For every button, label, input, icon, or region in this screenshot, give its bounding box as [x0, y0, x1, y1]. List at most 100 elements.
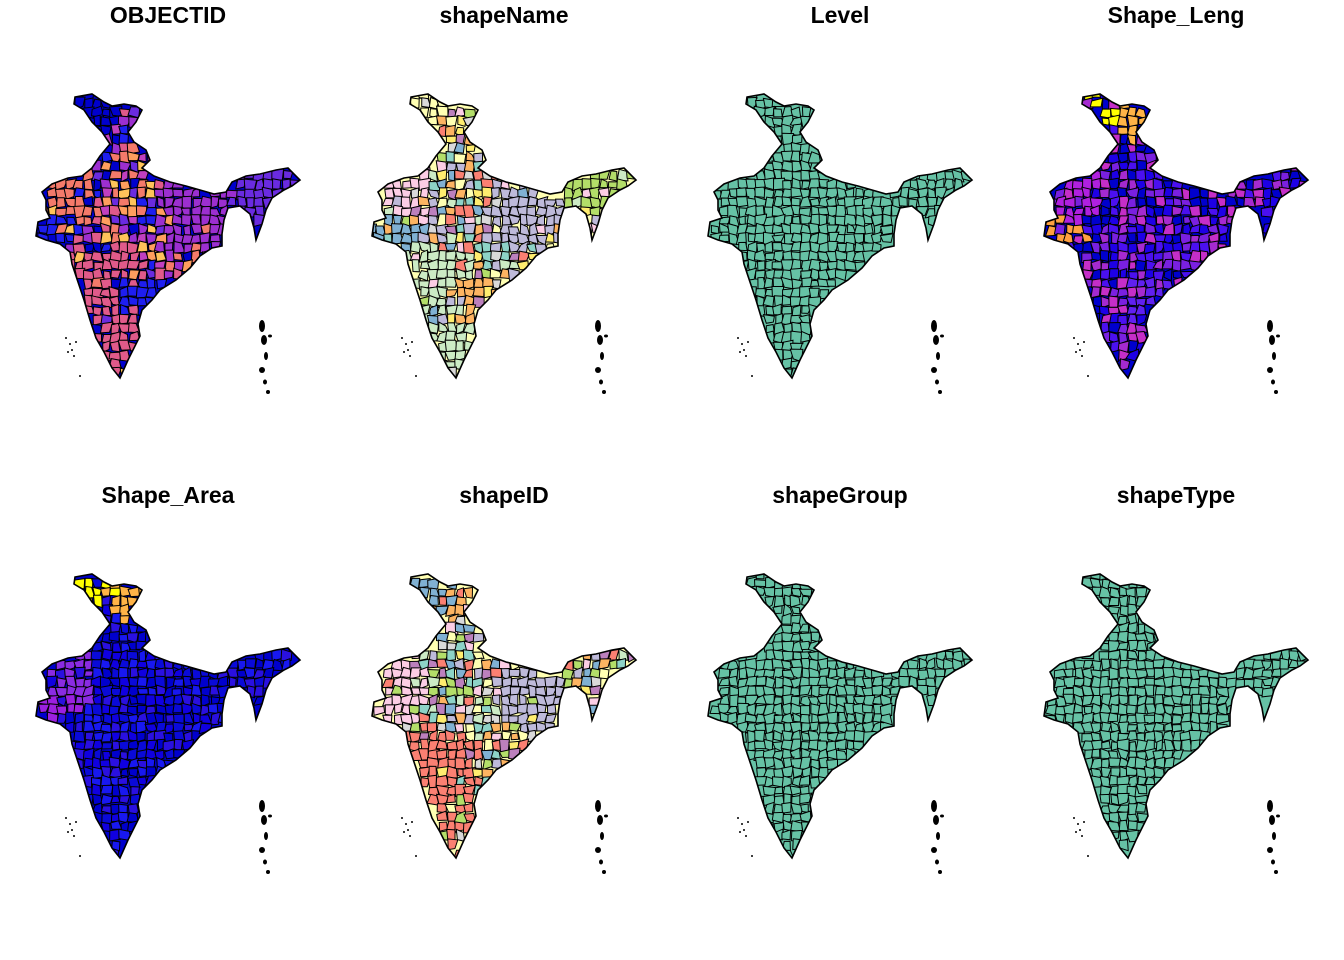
- lakshadweep-island: [743, 349, 745, 351]
- district-polygon: [510, 732, 520, 741]
- district-polygon: [118, 313, 130, 325]
- district-polygon: [136, 731, 146, 743]
- district-polygon: [500, 684, 512, 698]
- district-polygon: [437, 639, 448, 651]
- district-polygon: [580, 675, 593, 688]
- district-polygon: [799, 321, 813, 336]
- district-polygon: [1089, 97, 1104, 108]
- district-polygon: [717, 677, 731, 687]
- district-polygon: [1215, 695, 1230, 706]
- district-polygon: [409, 667, 422, 680]
- district-polygon: [852, 250, 866, 262]
- district-polygon: [99, 784, 114, 795]
- andaman-island: [940, 334, 944, 338]
- district-polygon: [181, 214, 192, 227]
- district-polygon: [136, 676, 148, 688]
- andaman-island: [1267, 320, 1273, 332]
- andaman-island: [604, 814, 608, 818]
- andaman-island: [266, 390, 270, 394]
- district-polygon: [1108, 811, 1120, 825]
- district-polygon: [153, 240, 166, 255]
- district-polygon: [138, 648, 147, 663]
- district-polygon: [1126, 724, 1139, 732]
- district-polygon: [137, 152, 147, 163]
- district-polygon: [1101, 117, 1111, 126]
- district-polygon: [463, 640, 475, 653]
- district-polygon: [445, 231, 458, 245]
- district-polygon: [1225, 677, 1238, 689]
- district-polygon: [1215, 714, 1230, 725]
- district-polygon: [73, 666, 86, 679]
- district-polygon: [454, 757, 467, 770]
- district-polygon: [535, 711, 549, 723]
- district-polygon: [952, 650, 964, 662]
- andaman-island: [602, 390, 606, 394]
- district-polygon: [862, 213, 874, 225]
- district-polygon: [1270, 668, 1282, 677]
- district-polygon: [773, 108, 783, 118]
- district-polygon: [764, 240, 774, 253]
- district-polygon: [110, 795, 121, 804]
- lakshadweep-island: [403, 351, 405, 353]
- district-polygon: [825, 279, 837, 287]
- district-polygon: [93, 114, 101, 127]
- district-polygon: [393, 702, 404, 715]
- india-district-map: [371, 573, 638, 874]
- lakshadweep-island: [405, 343, 407, 345]
- district-polygon: [120, 622, 130, 635]
- district-polygon: [879, 233, 894, 243]
- lakshadweep-island: [1073, 337, 1075, 339]
- district-polygon: [1101, 740, 1111, 750]
- district-polygon: [800, 740, 810, 750]
- district-polygon: [1108, 666, 1119, 681]
- lakshadweep-island: [67, 831, 69, 833]
- lakshadweep-island: [409, 835, 411, 837]
- district-polygon: [126, 241, 139, 255]
- district-polygon: [728, 675, 739, 687]
- district-polygon: [1109, 195, 1122, 209]
- andaman-island: [1271, 859, 1275, 865]
- district-polygons: [708, 574, 972, 858]
- district-polygon: [447, 169, 456, 182]
- district-polygon: [108, 630, 120, 643]
- andaman-island: [604, 334, 608, 338]
- district-polygon: [762, 820, 774, 833]
- district-polygon: [781, 196, 793, 207]
- panel-title: Level: [810, 2, 870, 28]
- district-polygon: [791, 133, 803, 145]
- district-polygon: [438, 821, 448, 832]
- district-polygon: [507, 214, 522, 226]
- district-polygon: [1208, 231, 1220, 244]
- district-polygon: [516, 260, 530, 271]
- district-polygon: [127, 776, 141, 789]
- lakshadweep-island: [751, 855, 753, 857]
- district-polygon: [136, 688, 149, 695]
- district-polygon: [101, 648, 114, 661]
- district-polygon: [880, 713, 893, 726]
- district-polygon: [455, 321, 467, 335]
- district-polygon: [200, 694, 210, 708]
- andaman-island: [600, 352, 604, 360]
- map-panel-objectid: OBJECTID: [0, 0, 336, 480]
- district-polygon: [1090, 286, 1101, 299]
- district-polygon: [136, 240, 149, 253]
- district-polygons: [1044, 94, 1308, 378]
- map-panel-shape-leng: Shape_Leng: [1008, 0, 1344, 480]
- district-polygon: [1135, 639, 1148, 652]
- district-polygon: [879, 702, 893, 717]
- district-polygon: [128, 767, 139, 778]
- district-polygon: [117, 811, 129, 824]
- andaman-island: [931, 847, 937, 853]
- district-polygon: [181, 195, 193, 209]
- district-polygon: [799, 792, 813, 805]
- andaman-island: [938, 390, 942, 394]
- district-polygon: [1181, 668, 1192, 679]
- district-polygon: [853, 669, 865, 679]
- district-polygon: [772, 696, 783, 706]
- district-polygon: [1152, 721, 1165, 732]
- district-polygons: [708, 94, 972, 378]
- andaman-island: [595, 847, 601, 853]
- district-polygon: [99, 231, 113, 245]
- district-polygon: [445, 765, 458, 779]
- district-polygon: [1135, 297, 1147, 307]
